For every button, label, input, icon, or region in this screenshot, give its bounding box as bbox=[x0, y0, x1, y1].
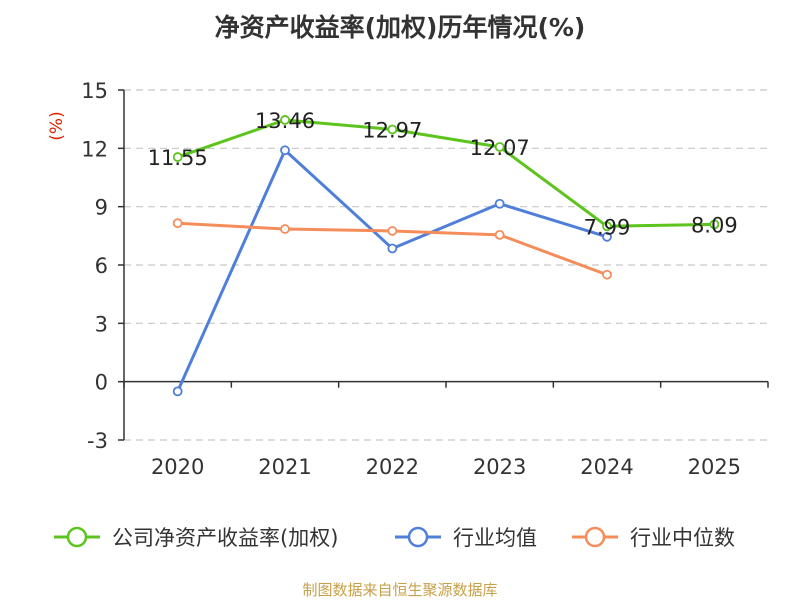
data-point bbox=[602, 231, 612, 242]
data-point bbox=[494, 229, 505, 240]
data-point bbox=[602, 269, 612, 280]
series-line bbox=[177, 118, 715, 228]
x-tick-label: 2021 bbox=[258, 455, 311, 479]
data-label: 12.07 bbox=[470, 136, 530, 160]
data-point bbox=[172, 386, 183, 397]
data-point bbox=[280, 145, 290, 156]
x-tick-label: 2020 bbox=[151, 455, 204, 479]
data-point bbox=[602, 221, 612, 232]
data-label: 7.99 bbox=[584, 215, 631, 239]
x-tick-label: 2022 bbox=[366, 455, 419, 479]
legend-line-marker bbox=[572, 526, 618, 548]
y-tick-label: 9 bbox=[95, 196, 108, 220]
y-tick-label: -3 bbox=[87, 429, 108, 453]
legend-item-industry-mean[interactable]: 行业均值 bbox=[393, 521, 537, 553]
legend-line-marker bbox=[54, 526, 100, 548]
data-label: 11.55 bbox=[148, 146, 208, 170]
data-point bbox=[387, 226, 398, 236]
y-axis-unit-label: (%) bbox=[47, 111, 67, 140]
data-point bbox=[709, 219, 720, 230]
series-lines bbox=[172, 115, 720, 397]
chart-title: 净资产收益率(加权)历年情况(%) bbox=[214, 13, 586, 42]
data-label: 12.97 bbox=[362, 118, 422, 142]
y-tick-label: 15 bbox=[81, 79, 108, 103]
source-note: 制图数据来自恒生聚源数据库 bbox=[302, 581, 498, 599]
y-tick-label: 0 bbox=[95, 371, 108, 395]
legend-label: 公司净资产收益率(加权) bbox=[112, 526, 339, 550]
legend-item-company[interactable]: 公司净资产收益率(加权) bbox=[52, 521, 338, 553]
data-point bbox=[387, 243, 398, 254]
data-point bbox=[280, 224, 290, 234]
data-point bbox=[387, 124, 398, 135]
data-point bbox=[172, 218, 183, 229]
data-point bbox=[280, 115, 290, 125]
series-line bbox=[176, 148, 608, 392]
legend-item-industry-median[interactable]: 行业中位数 bbox=[570, 521, 735, 553]
data-point bbox=[494, 198, 505, 209]
y-tick-label: 3 bbox=[95, 312, 108, 336]
data-label: 13.46 bbox=[255, 109, 315, 133]
x-tick-label: 2024 bbox=[580, 455, 633, 479]
axes: 15 12 9 6 3 0 -3 2020 2021 2022 2023 2024 2025 bbox=[81, 79, 769, 479]
y-tick-label: 6 bbox=[95, 254, 108, 278]
data-point bbox=[172, 152, 183, 162]
legend-label: 行业均值 bbox=[453, 526, 537, 550]
data-point bbox=[494, 142, 505, 152]
x-tick-label: 2023 bbox=[473, 455, 526, 479]
x-tick-label: 2025 bbox=[688, 455, 741, 479]
legend-line-marker bbox=[395, 526, 441, 548]
legend-label: 行业中位数 bbox=[630, 526, 735, 550]
data-label: 8.09 bbox=[691, 213, 738, 237]
data-labels: 11.55 13.46 12.97 12.07 7.99 8.09 bbox=[148, 109, 738, 239]
y-tick-label: 12 bbox=[81, 137, 108, 161]
